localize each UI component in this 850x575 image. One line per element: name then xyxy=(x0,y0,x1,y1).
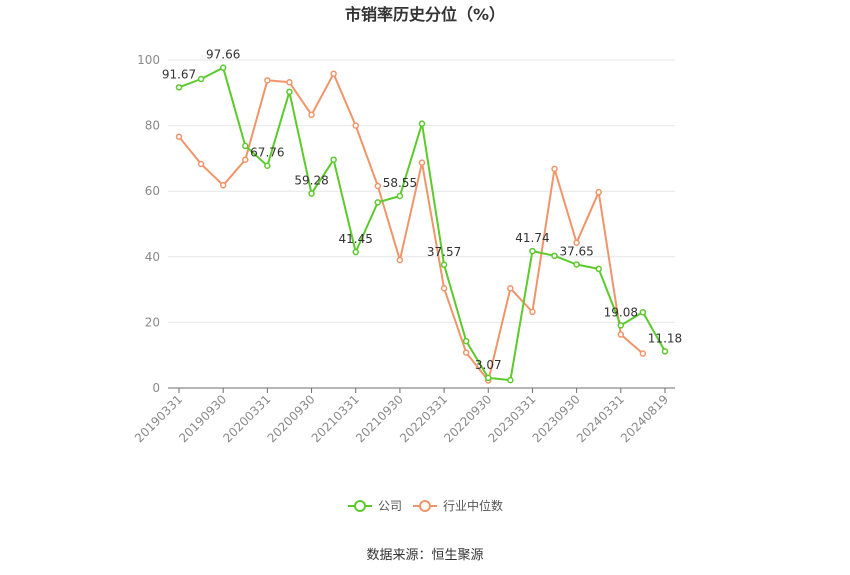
data-point[interactable] xyxy=(330,156,337,163)
data-point[interactable] xyxy=(551,252,558,260)
data-point[interactable] xyxy=(617,322,625,329)
x-tick-label: 20240819 xyxy=(618,392,671,445)
y-tick-label: 80 xyxy=(145,119,160,133)
data-point[interactable] xyxy=(330,70,337,78)
data-label: 58.55 xyxy=(383,176,417,190)
series-line xyxy=(178,66,666,382)
data-point[interactable] xyxy=(617,331,625,338)
data-label: 37.65 xyxy=(559,245,593,259)
data-point[interactable] xyxy=(175,84,183,91)
data-point[interactable] xyxy=(440,261,448,269)
data-point[interactable] xyxy=(242,156,249,163)
data-point[interactable] xyxy=(485,374,492,382)
y-tick-label: 100 xyxy=(137,53,160,67)
data-point[interactable] xyxy=(595,265,602,273)
data-source: 数据来源：恒生聚源 xyxy=(366,548,483,563)
data-label: 67.76 xyxy=(250,146,284,160)
data-point[interactable] xyxy=(219,64,227,71)
data-point[interactable] xyxy=(374,199,382,206)
data-point[interactable] xyxy=(529,308,536,316)
y-axis: 0 20 40 60 80 100 xyxy=(137,53,160,395)
data-point[interactable] xyxy=(573,261,580,268)
data-label: 41.45 xyxy=(339,232,373,246)
data-point[interactable] xyxy=(308,111,315,119)
data-label: 97.66 xyxy=(206,48,240,62)
series-layer xyxy=(175,64,669,384)
series-company xyxy=(175,64,669,384)
data-point[interactable] xyxy=(264,162,271,169)
data-point[interactable] xyxy=(462,349,470,356)
data-label: 59.28 xyxy=(294,174,328,188)
data-label: 11.18 xyxy=(648,331,682,345)
series-line xyxy=(178,72,644,382)
chart-title: 市销率历史分位（%） xyxy=(345,5,505,24)
data-point[interactable] xyxy=(197,160,205,168)
data-point[interactable] xyxy=(286,79,293,86)
legend-company-label: 公司 xyxy=(378,499,402,513)
legend-company-marker xyxy=(354,500,366,512)
data-point[interactable] xyxy=(507,376,514,384)
data-point[interactable] xyxy=(308,190,315,197)
data-point[interactable] xyxy=(639,308,647,316)
data-point[interactable] xyxy=(551,165,558,173)
legend-industry-label: 行业中位数 xyxy=(443,498,503,513)
y-tick-label: 0 xyxy=(152,381,160,395)
legend-item-industry[interactable]: 行业中位数 xyxy=(413,498,503,513)
data-point[interactable] xyxy=(197,75,205,83)
data-point[interactable] xyxy=(507,285,514,292)
data-point[interactable] xyxy=(352,122,359,129)
y-tick-label: 40 xyxy=(145,250,160,264)
grid-lines xyxy=(168,59,675,323)
y-tick-label: 20 xyxy=(145,315,160,329)
data-point[interactable] xyxy=(396,256,404,264)
data-point[interactable] xyxy=(286,88,293,96)
data-point[interactable] xyxy=(462,337,470,345)
data-label: 91.67 xyxy=(162,67,196,81)
data-point[interactable] xyxy=(219,182,227,189)
data-point[interactable] xyxy=(418,159,426,166)
data-point[interactable] xyxy=(352,248,359,256)
data-point[interactable] xyxy=(661,348,669,355)
data-point[interactable] xyxy=(529,247,536,255)
y-tick-label: 60 xyxy=(145,184,160,198)
data-labels: 91.67 97.66 67.76 59.28 41.45 58.55 37.57 3.07 4… xyxy=(162,48,682,372)
data-label: 37.57 xyxy=(427,245,461,259)
data-point[interactable] xyxy=(573,239,580,246)
series-industry xyxy=(175,70,647,384)
data-point[interactable] xyxy=(264,77,271,84)
data-point[interactable] xyxy=(595,188,602,196)
data-point[interactable] xyxy=(440,285,448,292)
data-point[interactable] xyxy=(175,133,183,141)
data-point[interactable] xyxy=(418,120,426,127)
data-label: 41.74 xyxy=(515,231,549,245)
data-point[interactable] xyxy=(396,192,404,200)
data-label: 19.08 xyxy=(604,305,638,319)
legend-item-company[interactable]: 公司 xyxy=(348,499,402,513)
data-point[interactable] xyxy=(374,182,382,190)
data-point[interactable] xyxy=(242,142,249,150)
x-axis: 2019033120190930202003312020093020210331… xyxy=(132,387,675,445)
data-point[interactable] xyxy=(639,350,647,357)
legend: 公司 行业中位数 xyxy=(348,498,503,513)
legend-industry-marker xyxy=(419,500,431,512)
data-label: 3.07 xyxy=(475,358,502,372)
